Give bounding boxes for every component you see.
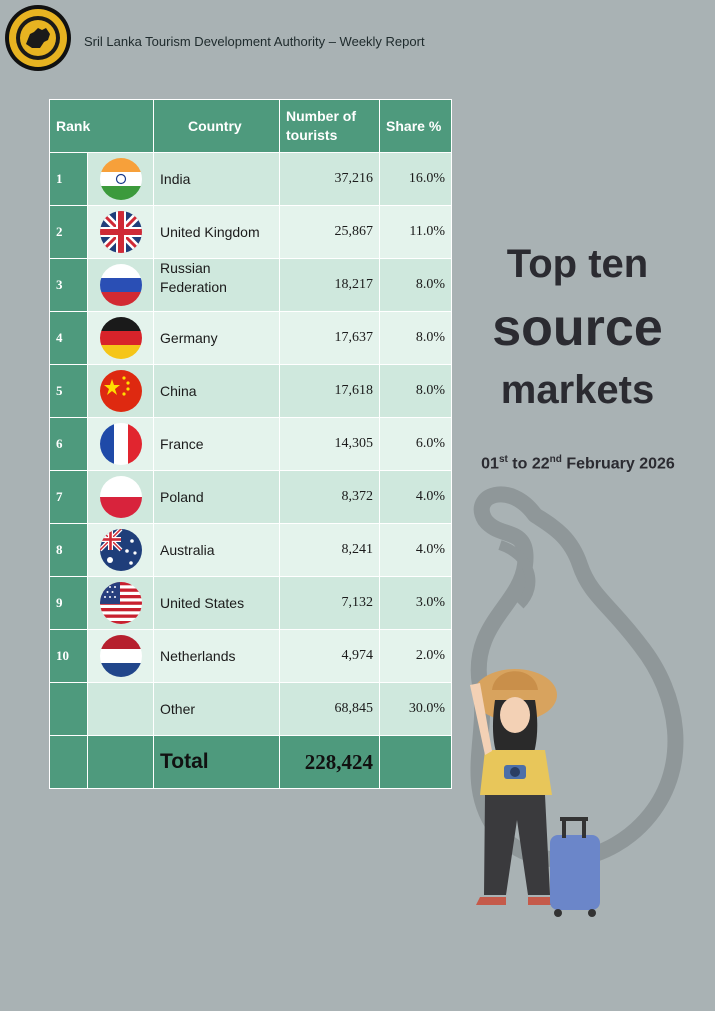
india-flag-icon bbox=[99, 158, 142, 200]
table-row: 5 China 17,618 8.0% bbox=[49, 364, 453, 418]
rank-column-header: Rank bbox=[48, 99, 155, 153]
tourists-cell: 4,974 bbox=[279, 629, 381, 683]
country-cell: United States bbox=[153, 576, 281, 630]
share-column-header: Share % bbox=[379, 99, 453, 153]
poland-flag-icon bbox=[99, 476, 142, 518]
table-row: 3 Russian Federation 18,217 8.0% bbox=[49, 258, 453, 312]
tourists-cell: 17,637 bbox=[279, 311, 381, 365]
rank-cell: 1 bbox=[49, 152, 88, 206]
united-kingdom-flag-icon bbox=[99, 211, 142, 253]
tourists-cell: 68,845 bbox=[279, 682, 381, 736]
rank-cell: 6 bbox=[49, 417, 88, 471]
france-flag-icon bbox=[99, 423, 142, 465]
total-row: Total 228,424 bbox=[49, 735, 453, 789]
rank-cell: 10 bbox=[49, 629, 88, 683]
table-row: 4 Germany 17,637 8.0% bbox=[49, 311, 453, 365]
country-cell: France bbox=[153, 417, 281, 471]
total-label: Total bbox=[153, 735, 281, 789]
share-cell: 4.0% bbox=[379, 523, 453, 577]
share-cell: 16.0% bbox=[379, 152, 453, 206]
table-row: 8 Australia 8,241 4.0% bbox=[49, 523, 453, 577]
headline-line-2: source bbox=[492, 299, 663, 357]
share-cell: 4.0% bbox=[379, 470, 453, 524]
tourists-cell: 25,867 bbox=[279, 205, 381, 259]
country-cell: Germany bbox=[153, 311, 281, 365]
table-row: 6 France 14,305 6.0% bbox=[49, 417, 453, 471]
date-range: 01st to 22nd February 2026 bbox=[481, 454, 675, 473]
country-cell: Netherlands bbox=[153, 629, 281, 683]
rank-cell: 3 bbox=[49, 258, 88, 312]
share-cell: 30.0% bbox=[379, 682, 453, 736]
table-row: 9 United States 7,132 3.0% bbox=[49, 576, 453, 630]
table-row: 10 Netherlands 4,974 2.0% bbox=[49, 629, 453, 683]
share-cell: 8.0% bbox=[379, 258, 453, 312]
headline-line-1: Top ten bbox=[506, 242, 649, 286]
germany-flag-icon bbox=[99, 317, 142, 359]
country-cell: India bbox=[153, 152, 281, 206]
tourists-cell: 7,132 bbox=[279, 576, 381, 630]
country-column-header: Country bbox=[153, 99, 281, 153]
tourists-cell: 17,618 bbox=[279, 364, 381, 418]
table-row: 7 Poland 8,372 4.0% bbox=[49, 470, 453, 524]
rank-cell: 8 bbox=[49, 523, 88, 577]
share-cell: 6.0% bbox=[379, 417, 453, 471]
country-cell: Russian Federation bbox=[153, 258, 281, 312]
share-cell: 3.0% bbox=[379, 576, 453, 630]
tourism-authority-logo bbox=[5, 5, 71, 71]
russia-flag-icon bbox=[99, 264, 142, 306]
tourists-cell: 14,305 bbox=[279, 417, 381, 471]
tourists-cell: 8,372 bbox=[279, 470, 381, 524]
country-cell: China bbox=[153, 364, 281, 418]
country-cell: Other bbox=[153, 682, 281, 736]
traveler-illustration bbox=[470, 486, 684, 917]
share-cell: 2.0% bbox=[379, 629, 453, 683]
country-cell: Australia bbox=[153, 523, 281, 577]
rank-cell: 5 bbox=[49, 364, 88, 418]
table-row: 2 United Kingdom 25,867 11.0% bbox=[49, 205, 453, 259]
tourists-cell: 18,217 bbox=[279, 258, 381, 312]
tourists-cell: 37,216 bbox=[279, 152, 381, 206]
united-states-flag-icon bbox=[99, 582, 142, 624]
source-markets-table: Rank Country Number of tourists Share % … bbox=[48, 99, 453, 789]
tourists-column-header: Number of tourists bbox=[279, 99, 381, 153]
country-cell: United Kingdom bbox=[153, 205, 281, 259]
total-value: 228,424 bbox=[279, 735, 381, 789]
traveler-figure bbox=[470, 669, 600, 917]
report-header: Sril Lanka Tourism Development Authority… bbox=[84, 34, 425, 49]
australia-flag-icon bbox=[99, 529, 142, 571]
table-header-row: Rank Country Number of tourists Share % bbox=[48, 99, 453, 153]
country-cell: Poland bbox=[153, 470, 281, 524]
rank-cell: 7 bbox=[49, 470, 88, 524]
china-flag-icon bbox=[99, 370, 142, 412]
rank-cell: 4 bbox=[49, 311, 88, 365]
other-row: Other 68,845 30.0% bbox=[49, 682, 453, 736]
tourists-cell: 8,241 bbox=[279, 523, 381, 577]
headline-line-3: markets bbox=[500, 368, 655, 412]
rank-cell: 9 bbox=[49, 576, 88, 630]
table-row: 1 India 37,216 16.0% bbox=[49, 152, 453, 206]
rank-cell: 2 bbox=[49, 205, 88, 259]
netherlands-flag-icon bbox=[99, 635, 142, 677]
share-cell: 8.0% bbox=[379, 311, 453, 365]
